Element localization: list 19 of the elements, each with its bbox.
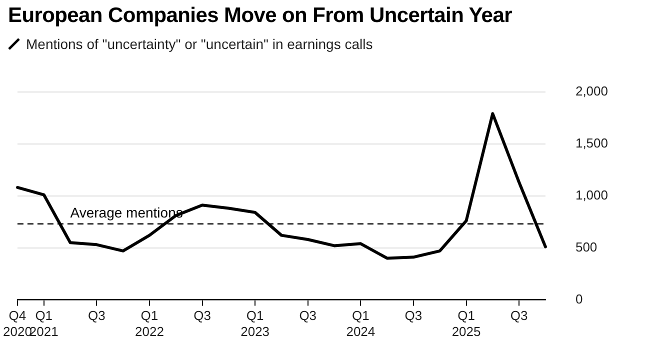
x-tick-label: Q3 <box>510 308 528 324</box>
y-tick-label: 1,500 <box>575 135 608 150</box>
x-tick-label: Q3 <box>299 308 317 324</box>
x-tick-label: Q1 2023 <box>240 308 270 339</box>
x-tick-label: Q4 2020 <box>3 308 32 339</box>
x-tick-label: Q3 <box>404 308 422 324</box>
x-tick-label: Q1 2024 <box>346 308 376 339</box>
y-tick-label: 1,000 <box>575 187 608 202</box>
ref-line-label: Average mentions <box>70 204 183 221</box>
x-tick-label: Q1 2022 <box>135 308 164 339</box>
y-tick-label: 500 <box>575 239 598 254</box>
chart-title: European Companies Move on From Uncertain Year <box>8 4 512 28</box>
x-tick-label: Q1 2021 <box>29 308 58 339</box>
x-tick-label: Q1 2025 <box>452 308 481 339</box>
y-tick-label: 2,000 <box>575 83 608 98</box>
y-tick-label: 0 <box>575 291 583 306</box>
x-tick-label: Q3 <box>88 308 106 324</box>
x-tick-label: Q3 <box>194 308 211 324</box>
chart-subtitle: Mentions of "uncertainty" or "uncertain" in earnings calls <box>26 36 373 52</box>
